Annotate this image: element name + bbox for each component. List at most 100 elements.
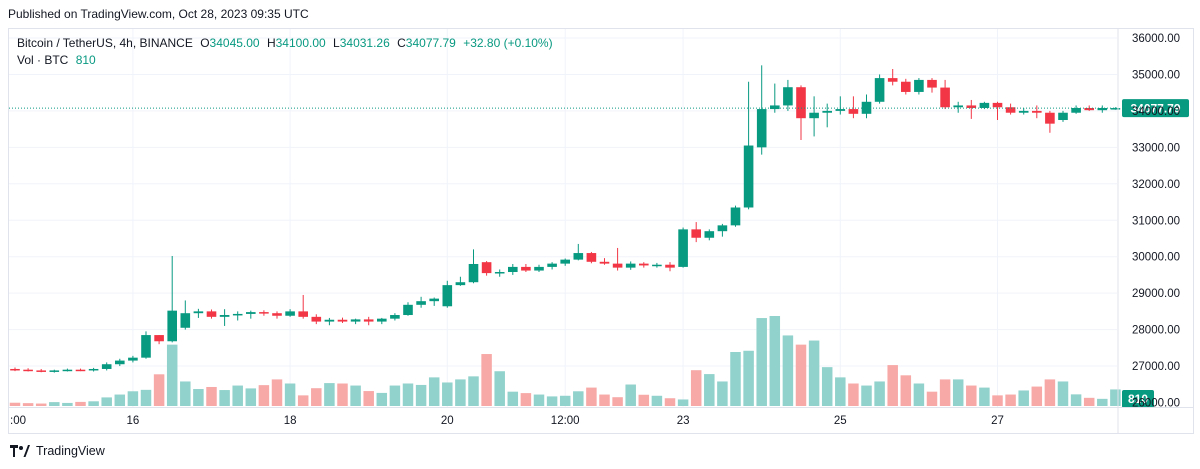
candle-body [717,225,728,232]
candle [455,276,466,286]
volume-bar [284,383,296,406]
y-tick-label: 27000.00 [1132,361,1180,373]
candle [743,81,754,210]
candle-body [36,370,46,372]
volume-bar [1018,390,1029,406]
candle [285,309,295,317]
candle [36,368,46,373]
volume-bar [952,379,964,406]
y-tick-label: 29000.00 [1132,288,1180,300]
candle-body [521,266,531,271]
volume-bar [101,397,112,406]
candle-body [887,78,898,82]
volume-bar [900,375,912,406]
time-axis: :00 16 18 20 12:00 23 25 27 [9,407,1193,427]
volume-bar [651,395,663,406]
candle-body [128,357,138,361]
y-tick-label: 26000.00 [1132,398,1180,410]
volume-bar [9,402,21,406]
volume-bar [258,385,270,406]
volume-bar [35,403,47,406]
last-volume-label: 810 [1128,392,1148,406]
chart-grid [9,29,1117,407]
candle-body [639,263,649,266]
candle-body [809,112,819,119]
volume-bar [494,371,505,406]
candle [521,263,531,273]
candle-body [573,253,584,260]
volume-bar [939,379,951,406]
candle-body [49,370,60,372]
candle-body [363,319,374,322]
volume-bar [1070,394,1082,406]
legend-symbol: Bitcoin / TetherUS, 4h, BINANCE [17,36,193,50]
candle [101,362,112,371]
x-tick-label: 16 [127,415,140,427]
candle-body [219,315,230,317]
candle [377,317,387,325]
y-tick-label: 36000.00 [1132,33,1180,45]
candle-body [979,102,990,108]
volume-bar [1057,381,1069,406]
legend-high-label: H [266,36,276,50]
candle [1018,107,1029,115]
volume-bar [324,383,335,406]
candle-body [141,335,151,358]
candle [1071,105,1081,114]
candle-body [560,259,570,264]
candle [10,367,20,372]
volume-bar [795,344,807,406]
candle [481,261,492,276]
volume-bar [677,399,689,406]
volume-bar [311,388,322,406]
candle-body [612,263,623,268]
candle [298,294,308,319]
candle [573,243,584,261]
volume-bar [271,379,283,406]
candle-body [770,105,780,110]
candle [259,310,269,316]
chart-frame [8,28,1194,434]
volume-bar [62,402,73,406]
candle-body [1005,107,1016,113]
candle-body [75,369,86,372]
candle [88,367,99,372]
candle [442,280,453,308]
y-tick-label: 30000.00 [1132,252,1180,264]
candle [128,355,138,363]
candle-body [822,110,832,113]
candle [652,262,662,268]
candle [494,269,505,277]
volume-bar [926,391,938,406]
candle [219,309,230,326]
candle [612,247,623,271]
candle [861,94,872,119]
candle [75,368,86,372]
candle-body [861,101,872,114]
candle-body [704,231,715,238]
candle [756,65,767,155]
last-price-tag [1122,99,1189,118]
tradingview-logo-icon [10,445,30,457]
volume-bar [1031,386,1043,406]
candle [350,318,361,325]
y-tick-label: 31000.00 [1132,215,1180,227]
candle-body [966,105,977,108]
volume-bar [127,391,139,406]
volume-bar [874,381,885,406]
volume-bar [559,395,571,406]
footer-brand: TradingView [10,444,105,458]
candle [625,261,636,270]
candle-body [494,272,505,274]
legend-volume-label: Vol · BTC [17,53,69,67]
candle [796,85,806,141]
volume-bar [180,381,191,406]
candle-body [835,109,846,111]
volume-bar [455,379,466,406]
candle [154,335,164,345]
candle [337,317,348,324]
candle-body [940,87,950,108]
candle [115,358,125,367]
y-tick-label: 34000.00 [1132,106,1180,118]
